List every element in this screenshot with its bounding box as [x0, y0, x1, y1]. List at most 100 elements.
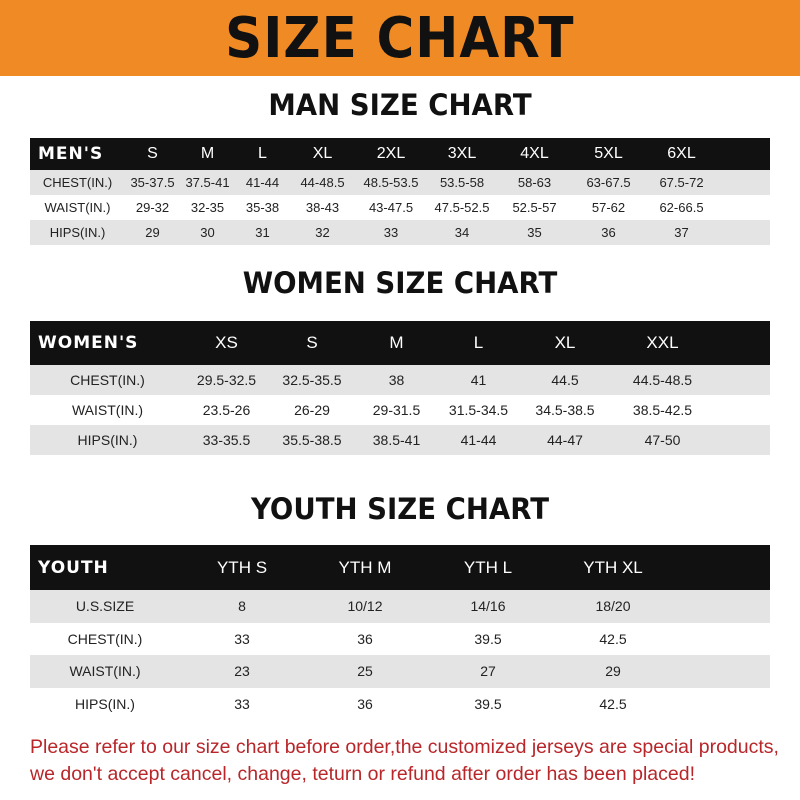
table-cell: 35-37.5 [130, 175, 175, 190]
size-header-cell: XXL [646, 333, 679, 352]
size-header-cell: XL [312, 145, 333, 162]
table-cell: 29-32 [135, 200, 170, 215]
table-cell: 32-35 [190, 200, 225, 215]
table-cell: 57-62 [591, 200, 626, 215]
size-header-cell: L [258, 145, 267, 162]
row-label: HIPS(IN.) [75, 695, 135, 712]
table-header-label: MEN'S [38, 144, 104, 164]
order-notice: Please refer to our size chart before or… [30, 736, 779, 785]
table-cell: 63-67.5 [586, 175, 631, 190]
table-cell: 36 [357, 630, 373, 647]
row-label: U.S.SIZE [75, 598, 135, 615]
size-header-cell: 3XL [447, 145, 477, 162]
men-size-table: MEN'S S M L XL 2XL 3XL 4XL 5XL 6XL CHEST(IN.) 35-37… [30, 138, 770, 245]
table-header-label: WOMEN'S [38, 333, 139, 353]
table-row: HIPS(IN.) 33 36 39.5 42.5 [30, 687, 770, 720]
table-cell: 30 [200, 225, 215, 240]
table-cell: 42.5 [599, 630, 627, 647]
size-header-cell: S [147, 145, 158, 162]
table-cell: 58-63 [517, 175, 552, 190]
table-cell: 62-66.5 [659, 200, 704, 215]
size-header-cell: S [306, 333, 318, 352]
page-title: SIZE CHART [225, 5, 575, 71]
table-cell: 33 [234, 630, 250, 647]
size-header-cell: M [200, 145, 215, 162]
table-row: WAIST(IN.) 23 25 27 29 [30, 655, 770, 688]
table-cell: 44-47 [547, 432, 583, 448]
table-cell: 25 [357, 663, 373, 680]
table-header-label: YOUTH [38, 557, 109, 578]
table-cell: 48.5-53.5 [363, 175, 419, 190]
table-cell: 36 [601, 225, 616, 240]
table-cell: 29-31.5 [372, 402, 421, 418]
table-row: HIPS(IN.) 29 30 31 32 33 34 35 36 37 [30, 220, 770, 245]
table-cell: 36 [357, 695, 373, 712]
women-section-title: WOMEN SIZE CHART [242, 266, 558, 300]
table-cell: 29 [605, 663, 621, 680]
table-cell: 10/12 [347, 598, 383, 615]
size-header-cell: L [473, 333, 484, 352]
row-label: HIPS(IN.) [49, 225, 106, 240]
table-cell: 26-29 [294, 402, 330, 418]
table-cell: 35-38 [245, 200, 280, 215]
table-cell: 38.5-42.5 [632, 402, 693, 418]
size-header-cell: XS [215, 333, 238, 352]
size-header-cell: YTH L [463, 557, 513, 577]
men-section-title: MAN SIZE CHART [268, 88, 532, 122]
table-cell: 41-44 [245, 175, 280, 190]
table-row: CHEST(IN.) 29.5-32.5 32.5-35.5 38 41 44.5 44.5… [30, 365, 770, 395]
table-cell: 37 [674, 225, 689, 240]
table-cell: 44.5-48.5 [632, 372, 693, 388]
table-cell: 37.5-41 [185, 175, 230, 190]
table-cell: 18/20 [595, 598, 631, 615]
table-cell: 67.5-72 [659, 175, 704, 190]
row-label: WAIST(IN.) [44, 200, 111, 215]
title-banner: SIZE CHART [0, 0, 800, 76]
table-cell: 29.5-32.5 [196, 372, 257, 388]
table-cell: 44.5 [551, 372, 579, 388]
table-cell: 31.5-34.5 [448, 402, 509, 418]
table-cell: 23 [234, 663, 250, 680]
table-cell: 35.5-38.5 [282, 432, 342, 448]
size-header-cell: 4XL [520, 145, 549, 162]
table-cell: 33 [383, 225, 399, 240]
table-row: U.S.SIZE 8 10/12 14/16 18/20 [30, 590, 770, 623]
size-header-cell: YTH XL [583, 557, 643, 577]
youth-size-table: YOUTH YTH S YTH M YTH L YTH XL U.S.SIZE 8 10/12… [30, 545, 770, 720]
size-header-cell: 2XL [376, 145, 406, 162]
size-header-cell: 6XL [667, 145, 696, 162]
table-cell: 38-43 [305, 200, 340, 215]
table-cell: 41 [470, 372, 487, 388]
table-cell: 41-44 [460, 432, 497, 448]
table-cell: 29 [145, 225, 160, 240]
table-row: CHEST(IN.) 33 36 39.5 42.5 [30, 622, 770, 655]
size-header-cell: 5XL [594, 145, 623, 162]
table-cell: 38.5-41 [372, 432, 421, 448]
row-label: HIPS(IN.) [77, 432, 138, 448]
table-cell: 47.5-52.5 [434, 200, 490, 215]
table-cell: 44-48.5 [300, 175, 345, 190]
table-cell: 42.5 [599, 695, 627, 712]
row-label: WAIST(IN.) [69, 663, 141, 680]
table-cell: 43-47.5 [368, 200, 414, 215]
table-cell: 33 [234, 695, 250, 712]
size-header-cell: YTH S [216, 557, 268, 577]
table-row: HIPS(IN.) 33-35.5 35.5-38.5 38.5-41 41-44 44-… [30, 425, 770, 455]
table-cell: 8 [238, 598, 246, 615]
table-header-row: YOUTH YTH S YTH M YTH L YTH XL [30, 545, 770, 590]
table-cell: 52.5-57 [512, 200, 557, 215]
row-label: WAIST(IN.) [71, 402, 144, 418]
table-cell: 32.5-35.5 [282, 372, 342, 388]
table-cell: 38 [388, 372, 405, 388]
table-row: CHEST(IN.) 35-37.5 37.5-41 41-44 44-48.5 48.5… [30, 170, 770, 195]
women-size-table: WOMEN'S XS S M L XL XXL CHEST(IN.) 29.5-32.5 32.5… [30, 321, 770, 455]
table-header-row: WOMEN'S XS S M L XL XXL [30, 321, 770, 365]
table-cell: 27 [480, 663, 496, 680]
table-cell: 14/16 [470, 598, 506, 615]
table-cell: 32 [315, 225, 330, 240]
table-cell: 34 [454, 225, 470, 240]
table-cell: 39.5 [474, 695, 502, 712]
table-cell: 33-35.5 [202, 432, 251, 448]
size-header-cell: XL [554, 333, 576, 352]
table-header-row: MEN'S S M L XL 2XL 3XL 4XL 5XL 6XL [30, 138, 770, 170]
